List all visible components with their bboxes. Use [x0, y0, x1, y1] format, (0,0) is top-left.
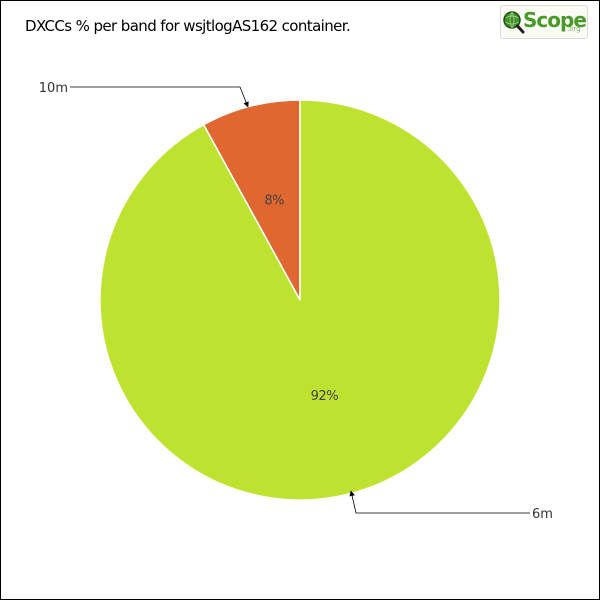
slice-percent-label-6m: 92%	[311, 389, 339, 404]
leader-line-10m	[70, 86, 249, 108]
logo-wordmark: Scope	[523, 8, 587, 32]
chart-title: DXCCs % per band for wsjtlogAS162 contai…	[25, 17, 351, 35]
pie-slice-10m	[202, 99, 301, 301]
slice-percent-label-10m: 8%	[264, 193, 284, 208]
leader-line-6m	[349, 490, 530, 514]
category-label-10m: 10m	[39, 81, 68, 96]
category-label-6m: 6m	[532, 507, 553, 522]
pie-slice-6m	[99, 99, 501, 501]
qrzcq-scope-logo[interactable]: Scope .org	[500, 5, 588, 39]
logo-suffix: .org	[567, 25, 581, 33]
magnifier-globe-icon	[503, 11, 525, 34]
